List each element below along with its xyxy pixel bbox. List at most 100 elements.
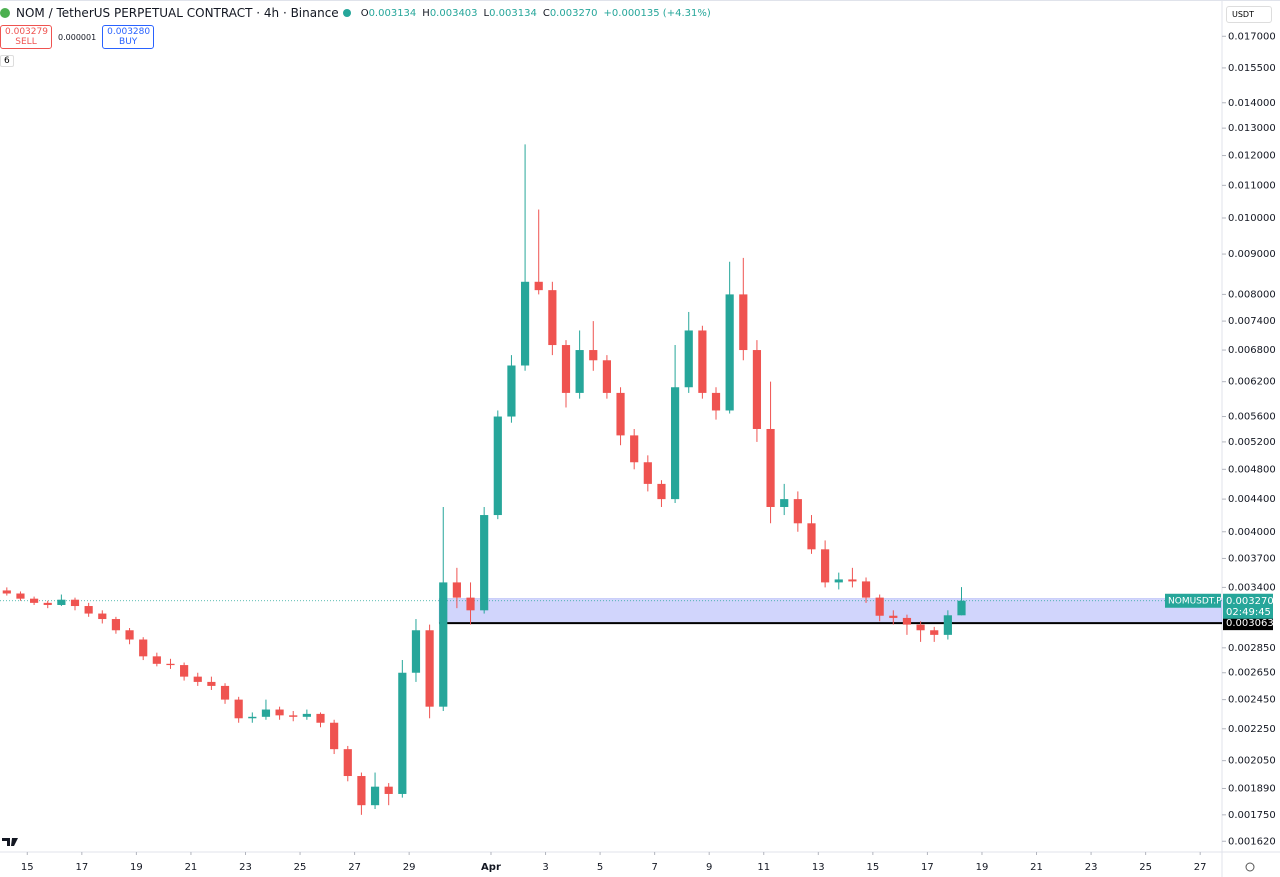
candle-body — [125, 630, 134, 640]
sell-button[interactable]: 0.003279 SELL — [0, 25, 52, 49]
y-tick-label: 0.009000 — [1228, 249, 1276, 260]
market-status — [342, 9, 351, 17]
y-tick-label: 0.005600 — [1228, 412, 1276, 423]
trade-panel: 0.003279 SELL 0.000001 0.003280 BUY — [0, 25, 155, 49]
y-tick-label: 0.004000 — [1228, 527, 1276, 538]
candle-body — [493, 416, 502, 516]
candle-body — [875, 597, 884, 616]
y-tick-label: 0.014000 — [1228, 98, 1276, 109]
y-tick-label: 0.013000 — [1228, 123, 1276, 134]
candle-body — [930, 630, 939, 635]
candle-body — [98, 613, 107, 620]
candle-body — [698, 330, 707, 393]
candle-body — [793, 499, 802, 524]
header: NOM / TetherUS PERPETUAL CONTRACT · 4h ·… — [0, 6, 711, 20]
candle-body — [261, 709, 271, 717]
candle-body — [330, 722, 339, 750]
y-tick-label: 0.004400 — [1228, 494, 1276, 505]
candle-body — [139, 639, 148, 657]
candle-body — [861, 581, 871, 598]
x-tick-label: 11 — [757, 862, 770, 873]
candle-body — [671, 387, 680, 500]
candle-body — [220, 685, 230, 700]
candle-body — [384, 786, 393, 794]
candle-body — [370, 786, 380, 806]
candle-body — [480, 515, 489, 611]
candle-body — [248, 716, 257, 719]
x-tick-label: 27 — [348, 862, 361, 873]
candle-body — [43, 602, 52, 605]
candle-body — [57, 599, 66, 605]
symbol-icon — [0, 8, 10, 18]
x-tick-label: 21 — [1030, 862, 1043, 873]
candle-body — [534, 281, 543, 291]
ohlc-value: 0.003403 — [429, 7, 478, 19]
candle-body — [657, 483, 666, 500]
candle-body — [275, 709, 284, 716]
candle-body — [207, 681, 216, 686]
x-tick-label: 19 — [130, 862, 143, 873]
logo — [2, 838, 18, 846]
x-tick-label: 23 — [1085, 862, 1098, 873]
x-tick-label: 15 — [21, 862, 34, 873]
candle-body — [166, 663, 175, 666]
candle-body — [70, 599, 80, 607]
candle-body — [520, 281, 530, 366]
symbol-title[interactable]: NOM / TetherUS PERPETUAL CONTRACT · 4h ·… — [16, 6, 339, 20]
ohlc-key: L — [483, 7, 490, 19]
candle-body — [889, 615, 898, 618]
x-tick-label: 5 — [597, 862, 603, 873]
y-tick-label: 0.005200 — [1228, 437, 1276, 448]
buy-button[interactable]: 0.003280 BUY — [102, 25, 155, 49]
indicators-toggle[interactable]: 6 — [0, 55, 14, 67]
y-tick-label: 0.004800 — [1228, 464, 1276, 475]
currency-select[interactable]: USDT — [1226, 6, 1272, 23]
candle-body — [466, 597, 475, 611]
ohlc-key: O — [360, 7, 369, 19]
ohlc: O0.003134 H0.003403 L0.003134 C0.003270 … — [361, 8, 711, 19]
settings-icon[interactable] — [1245, 862, 1255, 872]
candle-body — [343, 749, 352, 777]
y-tick-label: 0.002250 — [1228, 724, 1276, 735]
sell-price: 0.003279 — [5, 27, 48, 37]
candle-body — [630, 435, 639, 463]
candle-body — [602, 360, 611, 393]
y-tick-label: 0.006200 — [1228, 377, 1276, 388]
candle-body — [548, 290, 557, 346]
candle-body — [725, 294, 734, 411]
candle-body — [684, 330, 693, 388]
ohlc-value: 0.003134 — [368, 7, 417, 19]
y-tick-label: 0.002650 — [1228, 668, 1276, 679]
x-tick-label: 29 — [403, 862, 416, 873]
candle-body — [357, 776, 366, 806]
x-tick-label: 17 — [75, 862, 88, 873]
y-tick-label: 0.015500 — [1228, 63, 1276, 74]
candle-body — [575, 350, 584, 393]
x-tick-label: 27 — [1194, 862, 1207, 873]
candle-body — [834, 579, 843, 583]
x-tick-label: 17 — [921, 862, 934, 873]
y-tick-label: 0.002050 — [1228, 756, 1276, 767]
x-tick-label: 9 — [706, 862, 712, 873]
y-tick-label: 0.002450 — [1228, 695, 1276, 706]
x-tick-label: 23 — [239, 862, 252, 873]
x-tick-label: 19 — [976, 862, 989, 873]
level-label-bg — [1223, 616, 1273, 631]
y-tick-label: 0.017000 — [1228, 31, 1276, 42]
candle-body — [943, 615, 952, 635]
y-tick-label: 0.007400 — [1228, 316, 1276, 327]
candle-body — [316, 713, 325, 723]
y-tick-label: 0.006800 — [1228, 345, 1276, 356]
candle-body — [439, 582, 448, 707]
candle-body — [807, 523, 816, 550]
candle-body — [902, 617, 912, 625]
candle-body — [616, 392, 625, 436]
candle-body — [780, 499, 789, 507]
symbol-tag-bg — [1165, 593, 1221, 608]
y-tick-label: 0.012000 — [1228, 151, 1276, 162]
y-tick-label: 0.010000 — [1228, 213, 1276, 224]
zone — [438, 598, 1223, 624]
candle-body — [30, 598, 39, 603]
candle-body — [180, 665, 189, 677]
